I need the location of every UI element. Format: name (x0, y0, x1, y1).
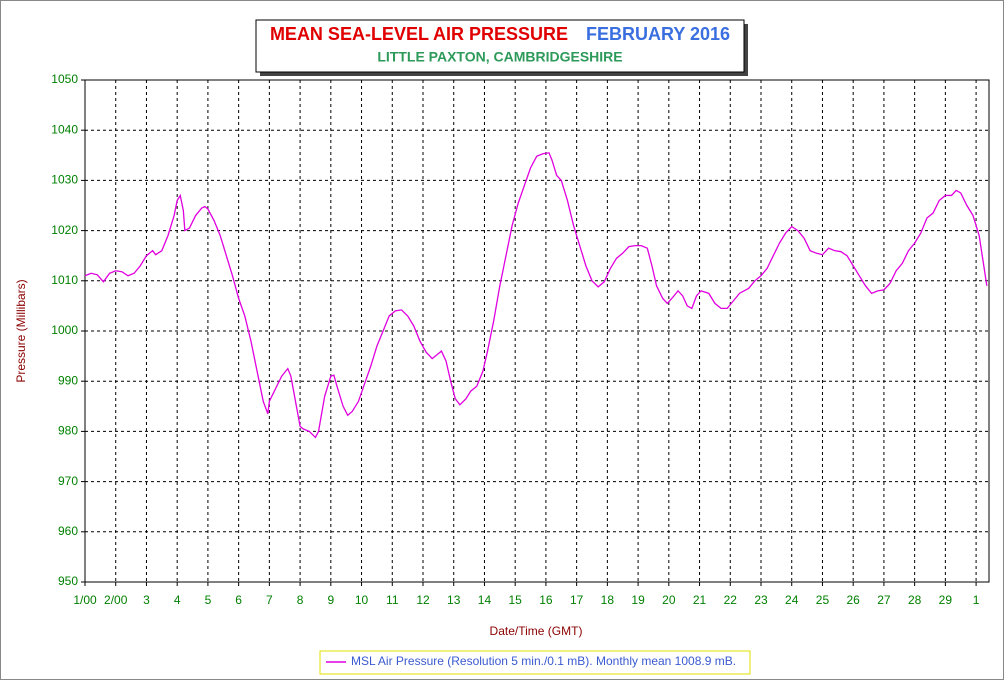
x-tick-label: 23 (754, 593, 768, 607)
x-tick-label: 9 (327, 593, 334, 607)
x-tick-label: 5 (205, 593, 212, 607)
title-date: FEBRUARY 2016 (586, 24, 730, 44)
x-tick-label: 18 (601, 593, 615, 607)
x-tick-label: 24 (785, 593, 799, 607)
x-tick-label: 6 (235, 593, 242, 607)
x-axis-label: Date/Time (GMT) (490, 624, 583, 638)
x-tick-label: 17 (570, 593, 584, 607)
legend (319, 650, 751, 675)
x-tick-label: 1/00 (73, 593, 97, 607)
y-tick-label: 950 (58, 574, 78, 588)
y-tick-label: 1040 (51, 122, 78, 136)
x-tick-label: 27 (877, 593, 891, 607)
title: MEAN SEA-LEVEL AIR PRESSURE FEBRUARY 2016 (270, 24, 730, 44)
x-tick-label: 8 (297, 593, 304, 607)
y-tick-label: 1050 (51, 72, 78, 86)
y-tick-label: 1030 (51, 173, 78, 187)
y-tick-label: 970 (58, 474, 78, 488)
x-tick-label: 26 (847, 593, 861, 607)
x-tick-label: 12 (416, 593, 430, 607)
y-tick-label: 990 (58, 373, 78, 387)
x-tick-label: 3 (143, 593, 150, 607)
x-tick-label: 10 (355, 593, 369, 607)
y-tick-label: 960 (58, 524, 78, 538)
title-box (255, 19, 745, 73)
chart-title: MEAN SEA-LEVEL AIR PRESSURE (270, 24, 568, 44)
x-tick-label: 20 (662, 593, 676, 607)
x-tick-label: 4 (174, 593, 181, 607)
y-tick-label: 1010 (51, 273, 78, 287)
x-tick-label: 2/00 (104, 593, 128, 607)
x-tick-label: 1 (973, 593, 980, 607)
x-tick-label: 29 (939, 593, 953, 607)
subtitle: LITTLE PAXTON, CAMBRIDGESHIRE (377, 49, 622, 65)
y-axis-label: Pressure (Millibars) (14, 279, 28, 382)
x-tick-label: 22 (724, 593, 738, 607)
x-tick-label: 25 (816, 593, 830, 607)
x-tick-label: 7 (266, 593, 273, 607)
legend-label: MSL Air Pressure (Resolution 5 min./0.1 … (351, 654, 736, 668)
x-tick-label: 19 (631, 593, 645, 607)
y-tick-label: 1000 (51, 323, 78, 337)
x-tick-label: 21 (693, 593, 707, 607)
x-tick-label: 14 (478, 593, 492, 607)
x-tick-label: 16 (539, 593, 553, 607)
x-tick-label: 13 (447, 593, 461, 607)
x-tick-label: 15 (509, 593, 523, 607)
x-tick-label: 11 (386, 593, 399, 607)
y-tick-label: 980 (58, 424, 78, 438)
data-line (84, 152, 988, 439)
y-tick-label: 1020 (51, 223, 78, 237)
x-tick-label: 28 (908, 593, 922, 607)
